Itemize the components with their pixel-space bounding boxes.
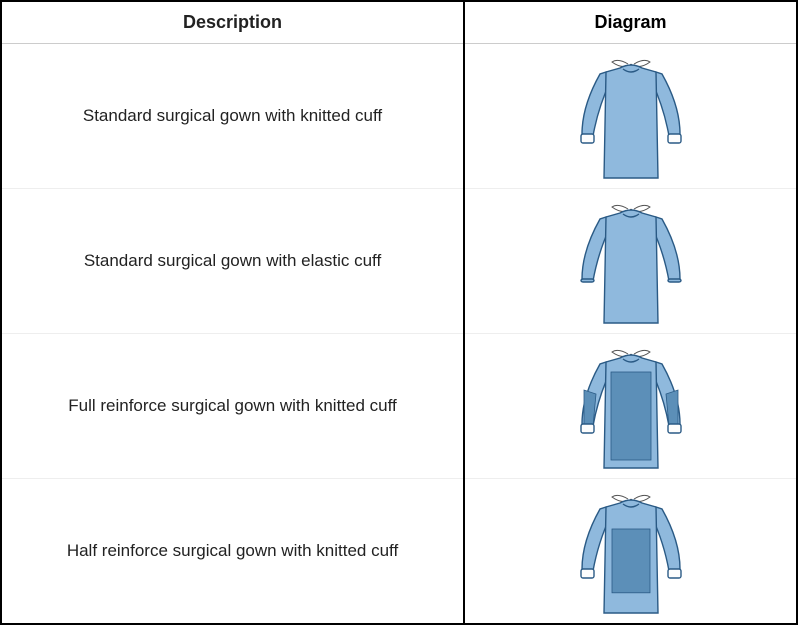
gown-icon (576, 340, 686, 472)
gown-icon (576, 50, 686, 182)
diagram-cell (464, 189, 797, 334)
diagram-cell (464, 479, 797, 625)
diagram-cell (464, 334, 797, 479)
description-cell: Standard surgical gown with elastic cuff (1, 189, 464, 334)
gown-icon (576, 485, 686, 617)
diagram-cell (464, 44, 797, 189)
gown-icon (576, 195, 686, 327)
header-diagram: Diagram (464, 1, 797, 44)
table-row: Standard surgical gown with knitted cuff (1, 44, 797, 189)
description-cell: Standard surgical gown with knitted cuff (1, 44, 464, 189)
table-row: Full reinforce surgical gown with knitte… (1, 334, 797, 479)
header-row: Description Diagram (1, 1, 797, 44)
table-row: Half reinforce surgical gown with knitte… (1, 479, 797, 625)
description-cell: Full reinforce surgical gown with knitte… (1, 334, 464, 479)
header-description: Description (1, 1, 464, 44)
gown-table: Description Diagram Standard surgical go… (0, 0, 798, 625)
table-row: Standard surgical gown with elastic cuff (1, 189, 797, 334)
description-cell: Half reinforce surgical gown with knitte… (1, 479, 464, 625)
